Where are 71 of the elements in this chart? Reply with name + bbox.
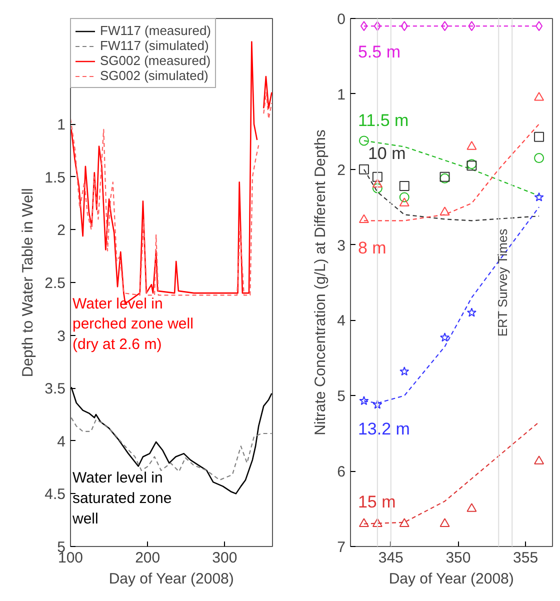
y-tick-label: 6 xyxy=(337,464,346,481)
y-tick-label: 1 xyxy=(337,86,346,104)
y-tick-label: 4 xyxy=(337,312,346,330)
point xyxy=(536,21,543,32)
y-tick-label: 3.5 xyxy=(44,380,66,398)
point xyxy=(358,136,369,146)
x-tick-label: 300 xyxy=(212,550,238,566)
y-axis-title: Depth to Water Table in Well xyxy=(20,188,37,378)
point xyxy=(534,456,544,464)
x-tick-label: 350 xyxy=(446,550,471,566)
series-label: 8 m xyxy=(358,238,386,258)
y-tick-label: 1 xyxy=(57,116,66,134)
x-axis-title: Day of Year (2008) xyxy=(388,570,514,588)
y-tick-label: 1.5 xyxy=(44,169,66,186)
ref-line-label: ERT Survey Times xyxy=(495,228,510,337)
x-tick-label: 345 xyxy=(378,550,404,566)
point xyxy=(358,518,369,527)
point xyxy=(440,332,450,342)
point xyxy=(400,21,408,32)
x-tick-label: 355 xyxy=(513,550,538,566)
y-tick-label: 7 xyxy=(337,539,346,556)
series-label: 11.5 m xyxy=(358,111,409,130)
point xyxy=(534,132,544,142)
y-tick-label: 3 xyxy=(337,237,346,254)
point xyxy=(359,396,369,406)
legend-label: SG002 (simulated) xyxy=(100,68,208,83)
point xyxy=(372,183,382,194)
point xyxy=(360,21,368,32)
point xyxy=(440,518,450,527)
annotation: Water level in saturated zone well xyxy=(72,470,172,528)
point xyxy=(374,21,381,32)
point xyxy=(466,308,476,317)
point xyxy=(466,141,477,150)
point xyxy=(372,400,382,409)
point xyxy=(534,92,544,101)
point xyxy=(468,21,476,32)
y-tick-label: 0 xyxy=(337,11,346,28)
legend-label: FW117 (simulated) xyxy=(100,38,209,53)
point xyxy=(440,206,450,216)
y-tick-label: 2.5 xyxy=(44,275,66,292)
y-tick-label: 2 xyxy=(337,162,346,179)
series-label: 10 m xyxy=(368,144,406,163)
point xyxy=(372,178,382,188)
series-label: 15 m xyxy=(358,492,396,512)
x-tick-label: 200 xyxy=(135,550,160,566)
point xyxy=(358,214,369,223)
point xyxy=(399,180,410,191)
y-tick-label: 2 xyxy=(57,222,66,240)
point xyxy=(399,518,410,527)
point xyxy=(400,366,410,376)
point xyxy=(399,198,410,206)
point xyxy=(441,21,448,32)
point xyxy=(372,172,382,182)
x-axis-title: Day of Year (2008) xyxy=(108,570,234,588)
point xyxy=(372,518,382,527)
point xyxy=(466,503,477,512)
point xyxy=(358,164,369,174)
legend-label: FW117 (measured) xyxy=(100,23,212,38)
y-tick-label: 5 xyxy=(337,388,346,406)
legend-label: SG002 (measured) xyxy=(100,53,211,68)
y-tick-label: 4.5 xyxy=(44,486,66,504)
point xyxy=(399,192,410,202)
y-tick-label: 3 xyxy=(57,328,66,345)
point xyxy=(534,153,544,164)
series-label: 13.2 m xyxy=(358,419,410,438)
y-axis-title: Nitrate Concentration (g/L) at Different Depths xyxy=(312,130,330,436)
line-series xyxy=(70,417,272,481)
annotation: Water level in perched zone well (dry at 2.6 m) xyxy=(72,295,194,354)
series-label: 5.5 m xyxy=(358,42,400,62)
y-tick-label: 4 xyxy=(57,433,66,450)
point xyxy=(534,192,544,202)
